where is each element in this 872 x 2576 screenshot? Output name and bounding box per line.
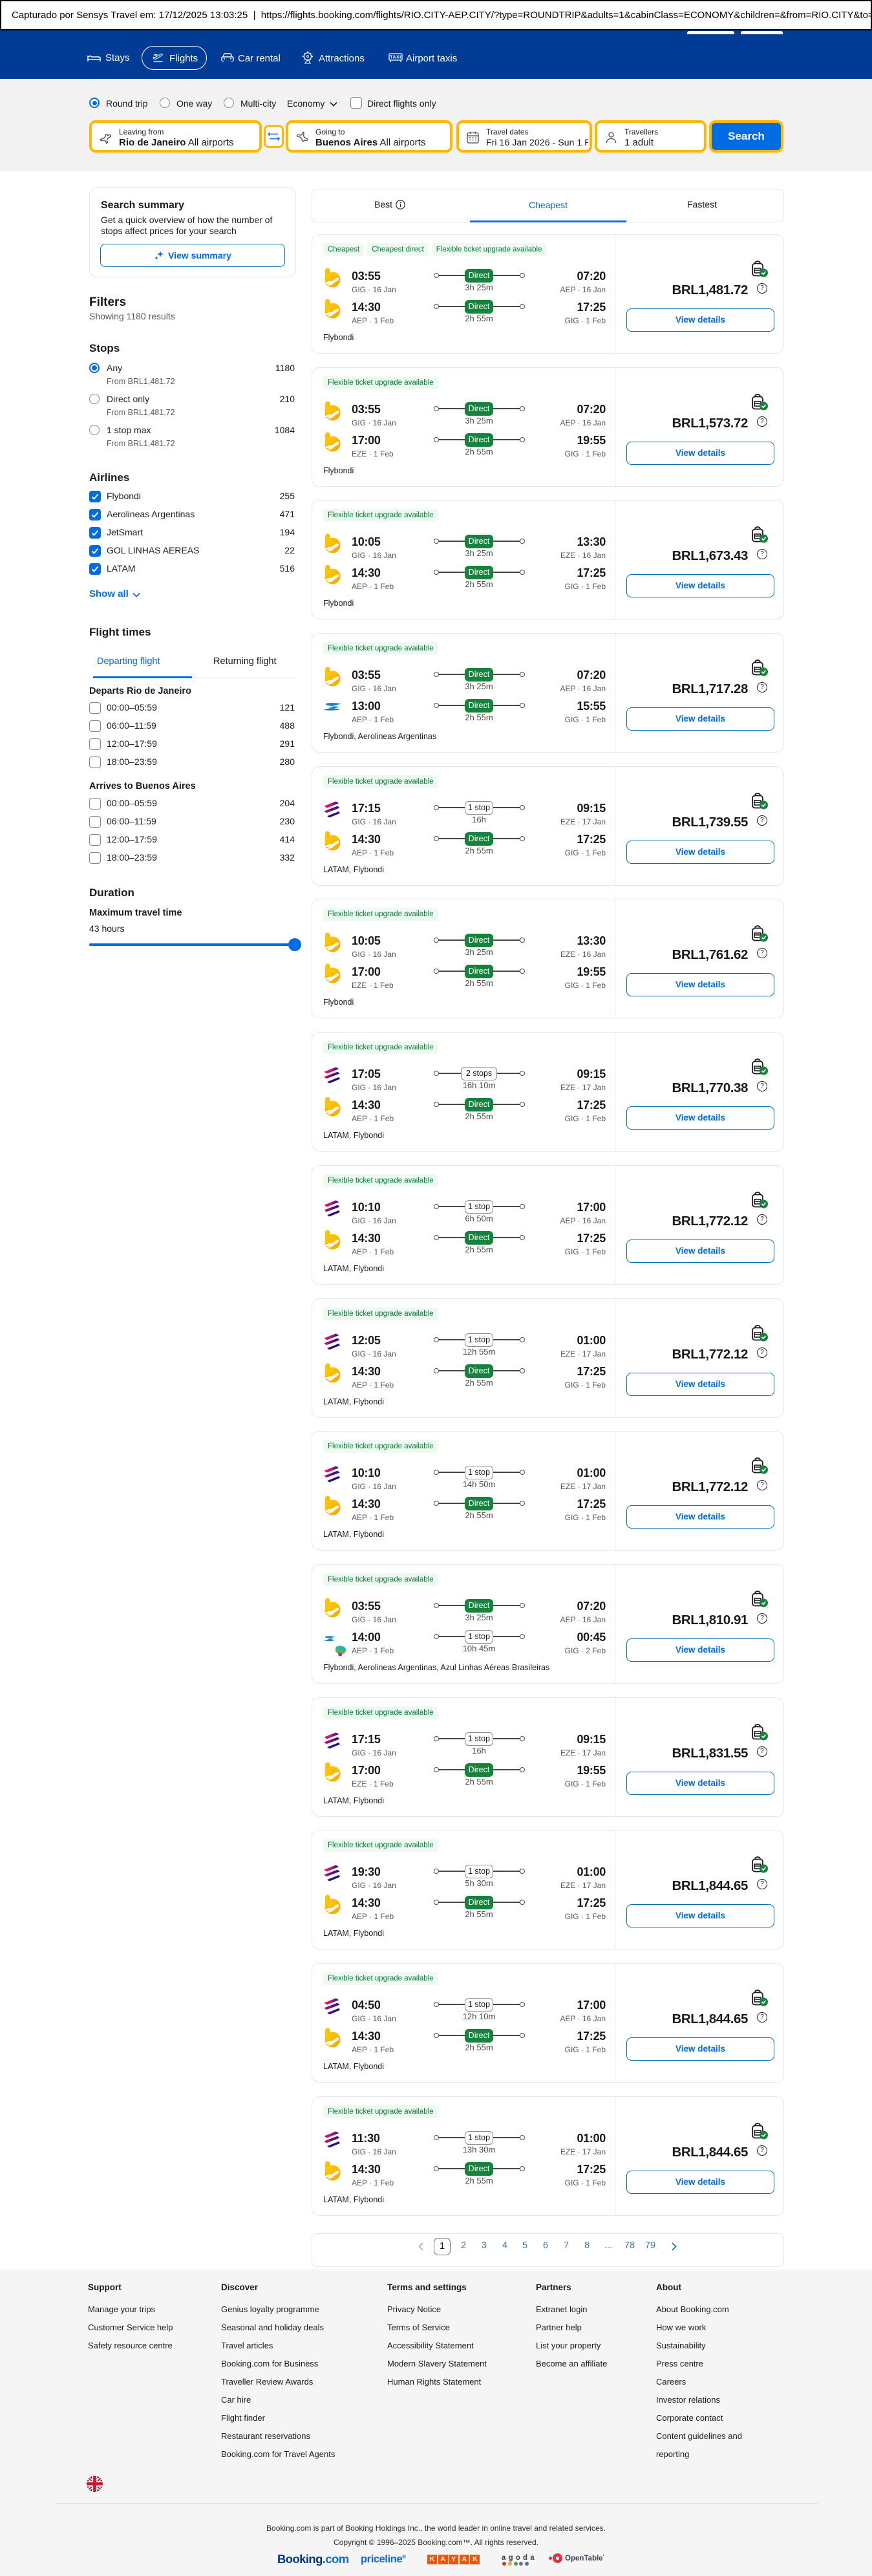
svg-text:TAXI: TAXI (390, 56, 401, 60)
